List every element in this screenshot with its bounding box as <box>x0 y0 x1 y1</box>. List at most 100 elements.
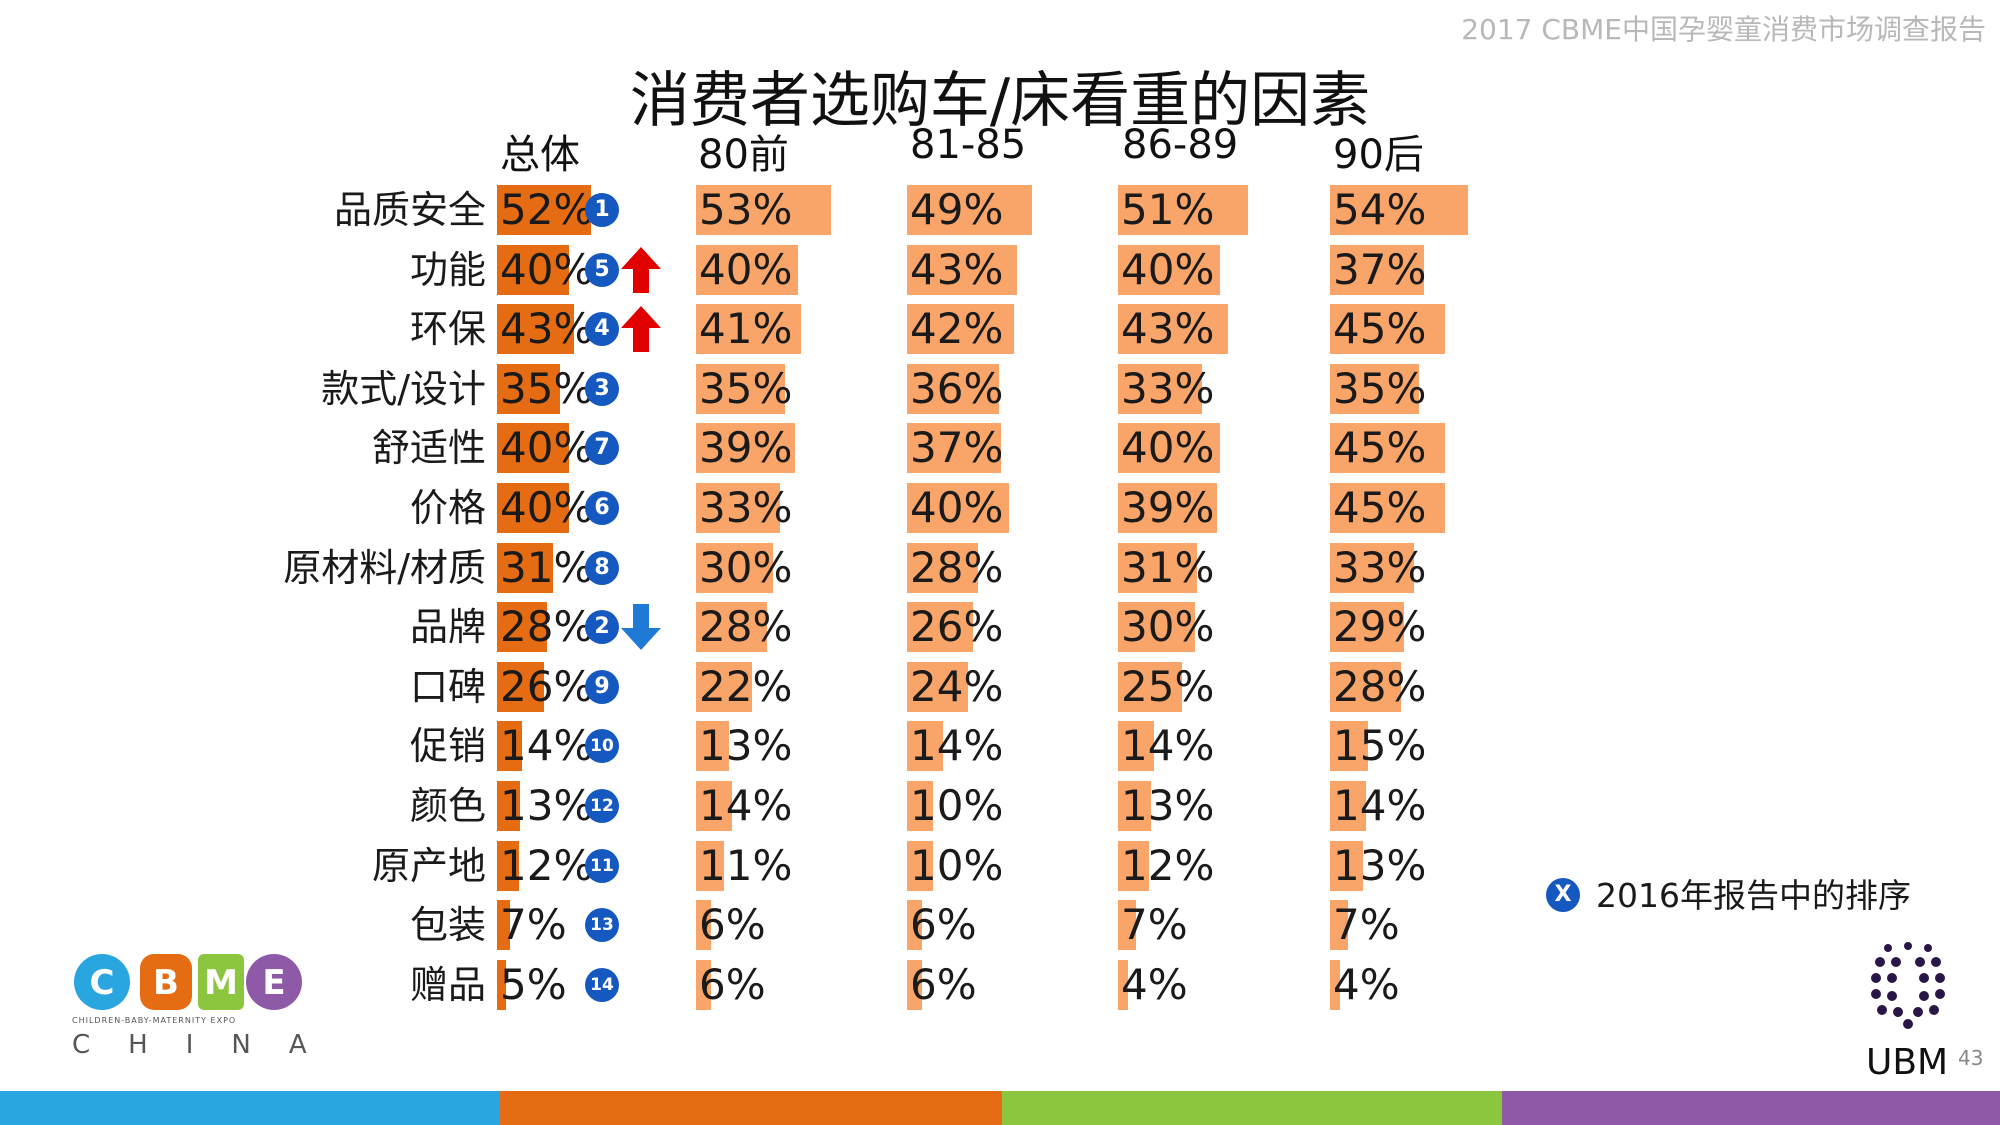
legend-text: 2016年报告中的排序 <box>1596 876 1911 915</box>
value-label: 28% <box>500 602 594 652</box>
bar-2 <box>907 185 1032 235</box>
row-label: 赠品 <box>409 962 486 1007</box>
value-label: 31% <box>1121 542 1215 592</box>
rank-2016-badge: 5 <box>585 252 619 287</box>
cbme-logo-c-shape <box>74 954 130 1010</box>
value-label: 35% <box>500 363 594 413</box>
bar-4 <box>1330 959 1341 1010</box>
bar-3 <box>1118 483 1218 533</box>
bar-3 <box>1118 721 1154 772</box>
rank-2016-badge: 2 <box>585 610 619 645</box>
value-label: 45% <box>1333 304 1427 354</box>
rank-2016-badge: 12 <box>585 789 619 823</box>
value-label: 14% <box>910 721 1004 771</box>
value-label: 35% <box>1333 363 1427 413</box>
arrow-up-icon <box>621 246 661 293</box>
bar-total <box>497 483 569 533</box>
bar-1 <box>696 244 798 295</box>
value-label: 39% <box>699 423 793 473</box>
rank-2016-badge: 3 <box>585 371 619 406</box>
value-label: 14% <box>500 721 594 771</box>
value-label: 37% <box>1333 244 1427 294</box>
bar-1 <box>696 304 801 355</box>
cbme-logo-e-shape <box>246 954 302 1010</box>
value-label: 54% <box>1333 185 1427 234</box>
value-label: 41% <box>699 304 793 354</box>
bar-total <box>497 185 591 235</box>
value-label: 40% <box>1121 423 1215 473</box>
bar-4 <box>1330 900 1348 951</box>
value-label: 13% <box>699 721 793 771</box>
row-label: 功能 <box>409 247 486 292</box>
bar-3 <box>1118 602 1195 653</box>
cbme-logo-b-shape <box>140 954 192 1010</box>
bar-2 <box>907 304 1015 355</box>
value-label: 51% <box>1121 185 1215 234</box>
bar-1 <box>696 483 781 533</box>
footer-stripe-green <box>1002 1091 1502 1125</box>
value-label: 43% <box>1121 304 1215 354</box>
column-header-1: 80前 <box>698 132 789 178</box>
bar-2 <box>907 483 1009 533</box>
value-label: 13% <box>500 781 594 830</box>
value-label: 11% <box>699 840 793 890</box>
value-label: 10% <box>910 781 1004 830</box>
bar-4 <box>1330 185 1468 235</box>
value-label: 28% <box>699 602 793 652</box>
bar-4 <box>1330 423 1445 474</box>
value-label: 7% <box>500 900 567 950</box>
rank-2016-badge: 11 <box>585 848 619 883</box>
bar-3 <box>1118 959 1129 1010</box>
bar-1 <box>696 363 786 414</box>
value-label: 26% <box>910 602 1004 652</box>
row-label: 颜色 <box>409 784 486 828</box>
bar-3 <box>1118 244 1220 295</box>
bar-2 <box>907 840 933 891</box>
bar-1 <box>696 602 768 653</box>
bar-2 <box>907 363 999 414</box>
row-label: 促销 <box>409 724 486 769</box>
bar-3 <box>1118 661 1182 712</box>
bar-2 <box>907 900 923 951</box>
rank-2016-badge: 14 <box>585 967 619 1002</box>
report-tag: 2017 CBME中国孕婴童消费市场调查报告 <box>1461 13 1986 46</box>
value-label: 31% <box>500 542 594 592</box>
value-label: 6% <box>699 959 766 1009</box>
value-label: 40% <box>500 244 594 294</box>
chart-title: 消费者选购车/床看重的因素 <box>629 66 1371 136</box>
value-label: 39% <box>1121 483 1215 532</box>
value-label: 12% <box>500 840 594 890</box>
bar-3 <box>1118 542 1198 593</box>
bar-1 <box>696 721 730 772</box>
bar-total <box>497 781 521 831</box>
bar-1 <box>696 661 753 712</box>
bar-total <box>497 542 553 593</box>
bar-total <box>497 721 523 772</box>
value-label: 6% <box>699 900 766 950</box>
value-label: 43% <box>910 244 1004 294</box>
rank-2016-badge: 1 <box>585 193 619 227</box>
bar-3 <box>1118 423 1220 474</box>
row-label: 品牌 <box>409 605 486 650</box>
value-label: 33% <box>699 483 793 532</box>
rank-2016-badge: 4 <box>585 312 619 347</box>
column-header-2: 81-85 <box>910 122 1027 168</box>
value-label: 4% <box>1333 959 1400 1009</box>
value-label: 30% <box>1121 602 1215 652</box>
value-label: 53% <box>699 185 793 234</box>
rank-2016-badge: 13 <box>585 908 619 943</box>
row-label: 包装 <box>409 903 486 948</box>
ubm-logo-icon <box>1871 942 1945 1029</box>
value-label: 13% <box>1121 781 1215 830</box>
footer-stripe-purple <box>1502 1091 2000 1125</box>
bar-3 <box>1118 781 1152 831</box>
bar-4 <box>1330 602 1404 653</box>
bar-2 <box>907 244 1017 295</box>
value-label: 13% <box>1333 840 1427 890</box>
bar-3 <box>1118 900 1136 951</box>
row-label: 原产地 <box>371 843 486 888</box>
value-label: 6% <box>910 959 977 1009</box>
bar-4 <box>1330 483 1445 533</box>
bar-1 <box>696 959 712 1010</box>
value-label: 29% <box>1333 602 1427 652</box>
